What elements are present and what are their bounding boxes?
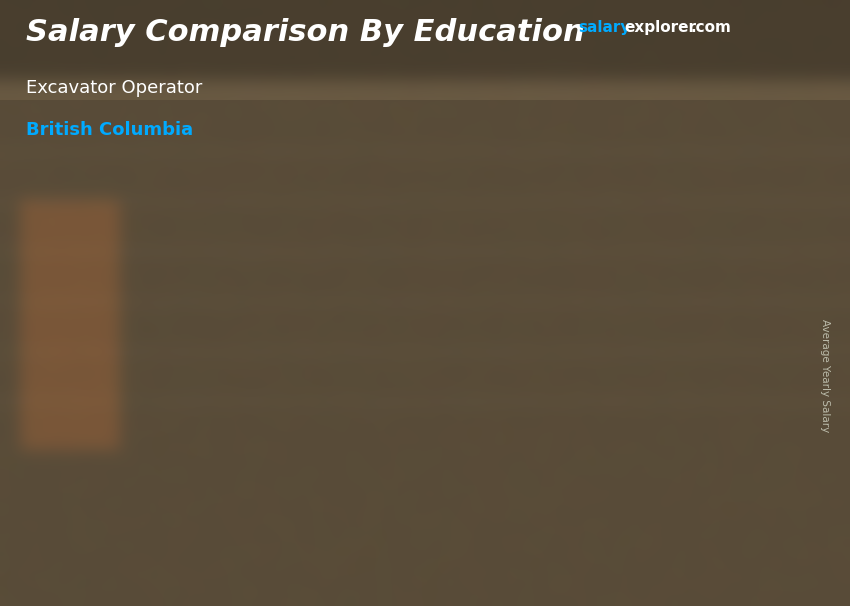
Text: 61,500 CAD: 61,500 CAD (575, 279, 666, 294)
Bar (663, 36, 684, 121)
Bar (584, 299, 678, 527)
Bar (138, 427, 232, 527)
Bar (361, 379, 455, 527)
Text: +47%: +47% (236, 255, 335, 284)
Bar (727, 36, 748, 121)
Text: salary: salary (578, 20, 631, 35)
Text: Average Yearly Salary: Average Yearly Salary (820, 319, 830, 432)
Text: Excavator Operator: Excavator Operator (26, 79, 202, 97)
Text: +53%: +53% (459, 178, 558, 207)
Polygon shape (693, 42, 718, 89)
Bar (223, 427, 232, 527)
Text: .com: .com (690, 20, 731, 35)
Bar (445, 379, 455, 527)
Text: 27,200 CAD: 27,200 CAD (128, 406, 219, 421)
Text: British Columbia: British Columbia (26, 121, 193, 139)
Bar (669, 299, 678, 527)
Text: 40,100 CAD: 40,100 CAD (352, 358, 442, 373)
Text: explorer: explorer (625, 20, 697, 35)
Text: Salary Comparison By Education: Salary Comparison By Education (26, 18, 584, 47)
